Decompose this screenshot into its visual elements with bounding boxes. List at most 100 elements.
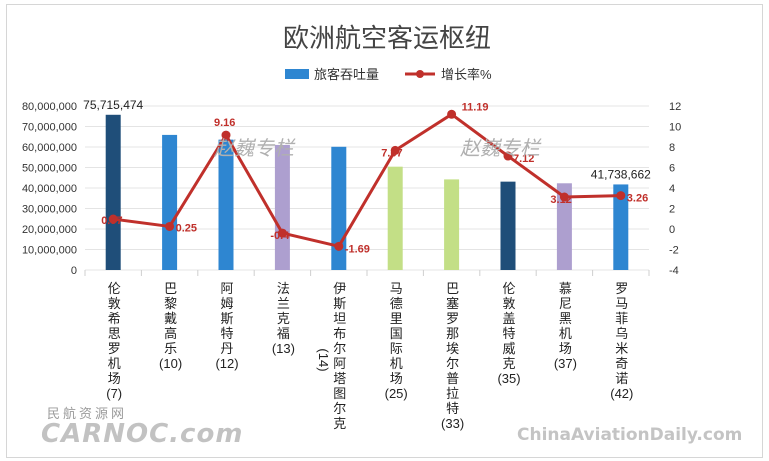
x-category-label: 那: [446, 326, 459, 341]
x-category-label: 克: [333, 416, 346, 431]
x-category-label: 塞: [446, 296, 459, 311]
y-right-tick-label: 8: [669, 142, 675, 154]
x-category-label: 埃: [446, 341, 459, 356]
x-category-label: 戴: [164, 311, 177, 326]
chart-title: 欧洲航空客运枢纽: [283, 23, 491, 53]
y-left-tick-label: 60,000,000: [22, 142, 77, 154]
x-category-label: 兰: [277, 296, 290, 311]
growth-data-label: 7.67: [381, 147, 402, 159]
x-category-label: (12): [215, 356, 238, 371]
x-category-label: 塔: [333, 371, 346, 386]
x-category-label: (42): [610, 386, 633, 401]
legend-bar-label: 旅客吞吐量: [314, 67, 379, 82]
x-category-label: 阿: [220, 281, 233, 296]
bar: [500, 181, 516, 270]
growth-point: [334, 241, 344, 251]
growth-point: [277, 228, 287, 238]
x-category-label: 罗: [108, 341, 121, 356]
x-category-label: 图: [333, 386, 346, 401]
x-category-label: (33): [441, 416, 464, 431]
y-left-tick-label: 50,000,000: [22, 163, 77, 175]
x-category-label: 伦: [502, 281, 515, 296]
x-category-label: 斯: [333, 296, 346, 311]
x-category-label: (13): [272, 341, 295, 356]
growth-point: [221, 130, 231, 140]
growth-point: [165, 221, 175, 231]
y-left-tick-label: 40,000,000: [22, 183, 77, 195]
x-category-label: 马: [615, 296, 628, 311]
x-category-label: 菲: [615, 311, 628, 326]
bar-value-label: 75,715,474: [83, 98, 143, 112]
x-category-label: 机: [108, 356, 121, 371]
growth-point: [559, 192, 569, 202]
brand-chinese-text: 民航资源网: [47, 407, 128, 422]
x-category-label: 伊: [333, 281, 346, 296]
watermark-right: 赵巍专栏: [460, 136, 540, 160]
watermark-left: 赵巍专栏: [214, 136, 294, 160]
x-category-label: 斯: [220, 311, 233, 326]
growth-line: [113, 112, 621, 248]
y-left-tick-label: 20,000,000: [22, 224, 77, 236]
growth-data-label: 7.12: [513, 153, 534, 165]
x-category-label: 罗: [615, 281, 628, 296]
x-category-label: 巴: [164, 281, 177, 296]
x-category-label: 罗: [446, 311, 459, 326]
bar: [162, 134, 178, 270]
x-category-label: 威: [502, 341, 515, 356]
bar: [444, 179, 460, 270]
x-category-label: 高: [164, 326, 177, 341]
y-right-tick-label: 10: [669, 122, 681, 134]
bar: [613, 184, 629, 270]
x-category-label: 机: [390, 356, 403, 371]
site-watermark: ChinaAviationDaily.com: [517, 425, 743, 445]
x-category-label: 德: [390, 296, 403, 311]
y-right-tick-label: 12: [669, 101, 681, 113]
growth-data-label: 11.19: [462, 101, 489, 113]
bar: [387, 166, 403, 270]
x-category-label: 拉: [446, 386, 459, 401]
growth-data-label: 0.25: [176, 222, 197, 234]
x-category-label: 克: [277, 311, 290, 326]
y-right-tick-label: -4: [669, 265, 679, 277]
x-category-label: 里: [390, 311, 403, 326]
x-category-label: 丹: [220, 341, 233, 356]
y-left-tick-label: 70,000,000: [22, 122, 77, 134]
y-left-tick-label: 0: [71, 265, 77, 277]
chart-frame: 欧洲航空客运枢纽 旅客吞吐量 增长率% 0 10,000,000 20,000,000 30…: [6, 4, 763, 458]
x-category-label: 际: [390, 341, 403, 356]
x-category-label: 坦: [333, 311, 346, 326]
x-category-label-extra: (14): [316, 348, 331, 371]
x-category-label: 黑: [559, 311, 572, 326]
x-category-label: 伦: [108, 281, 121, 296]
x-category-label: 福: [277, 326, 290, 341]
x-category-label: (7): [106, 386, 122, 401]
x-category-label: 乌: [615, 326, 628, 341]
x-category-label: 克: [502, 356, 515, 371]
x-category-label: 普: [446, 371, 459, 386]
x-category-label: 尔: [333, 401, 346, 416]
x-category-label: 尔: [333, 341, 346, 356]
growth-point: [616, 191, 626, 201]
x-category-label: (37): [554, 356, 577, 371]
x-category-label: 马: [390, 281, 403, 296]
y-right-tick-label: 4: [669, 183, 675, 195]
bar: [105, 114, 121, 270]
x-category-label: 姆: [220, 296, 233, 311]
x-category-label: 乐: [164, 341, 177, 356]
legend-bar-swatch: [285, 69, 309, 79]
growth-data-label: -0.4: [270, 230, 290, 242]
x-category-label: 特: [220, 326, 233, 341]
x-category-label: 国: [390, 326, 403, 341]
bar: [274, 144, 290, 270]
growth-point: [503, 151, 513, 161]
x-category-label: 盖: [502, 311, 515, 326]
x-category-label: 米: [615, 341, 628, 356]
growth-data-label: 3.12: [550, 194, 571, 206]
bar: [218, 139, 234, 270]
growth-point: [447, 109, 457, 119]
growth-data-label: 9.16: [214, 117, 235, 129]
brand-logo-text: CARNOC.com: [41, 419, 244, 449]
y-right-tick-label: 6: [669, 163, 675, 175]
y-right-tick-label: -2: [669, 245, 679, 257]
